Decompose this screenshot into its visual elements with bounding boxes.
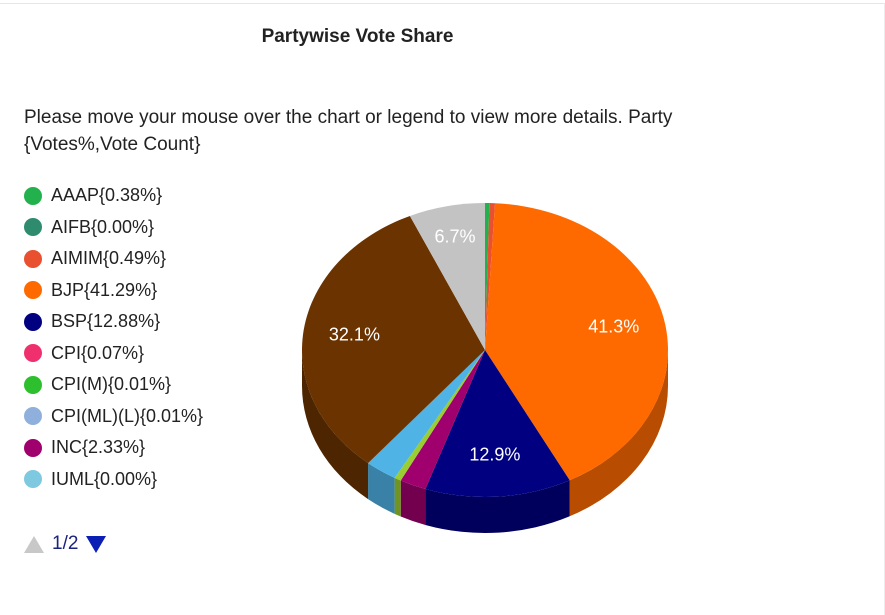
legend-label: CPI(M){0.01%} <box>51 374 172 395</box>
legend-label: CPI(ML)(L){0.01%} <box>51 405 204 426</box>
pager-text: 1/2 <box>52 533 79 554</box>
pie-slice-bjp[interactable] <box>485 203 668 481</box>
legend-label: AIFB{0.00%} <box>51 216 155 237</box>
legend-label: AIMIM{0.49%} <box>51 248 167 269</box>
legend-dot-icon <box>24 218 42 237</box>
legend-label: BJP{41.29%} <box>51 279 158 300</box>
legend-item-iuml[interactable]: IUML{0.00%} <box>24 464 264 496</box>
legend-item-aifb[interactable]: AIFB{0.00%} <box>24 212 264 244</box>
legend-dot-icon <box>24 186 42 205</box>
legend-item-bjp[interactable]: BJP{41.29%} <box>24 275 264 307</box>
pie-side-3 <box>425 480 570 533</box>
legend-item-cpi-m[interactable]: CPI(M){0.01%} <box>24 369 264 401</box>
legend-label: AAAP{0.38%} <box>51 185 163 206</box>
legend-item-aimim[interactable]: AIMIM{0.49%} <box>24 243 264 275</box>
pie-slice-aaap[interactable] <box>485 203 490 350</box>
pie-side-4 <box>400 480 426 525</box>
legend-dot-icon <box>24 407 42 426</box>
legend-item-cpi[interactable]: CPI{0.07%} <box>24 338 264 370</box>
pie-slice-aimim[interactable] <box>485 203 496 350</box>
top-border <box>0 3 885 4</box>
pie-slice-8[interactable] <box>409 203 485 350</box>
triangle-down-icon[interactable] <box>86 535 107 553</box>
legend-label: IUML{0.00%} <box>51 468 158 489</box>
pie-slice-5[interactable] <box>394 350 485 481</box>
chart-instructions: Please move your mouse over the chart or… <box>24 107 673 155</box>
legend-dot-icon <box>24 249 42 268</box>
legend-item-inc[interactable]: INC{2.33%} <box>24 432 264 464</box>
chart-title: Partywise Vote Share <box>261 26 454 47</box>
legend-dot-icon <box>24 375 42 394</box>
legend-item-cpi-ml-l[interactable]: CPI(ML)(L){0.01%} <box>24 401 264 433</box>
legend-item-aaap[interactable]: AAAP{0.38%} <box>24 180 264 212</box>
legend-dot-icon <box>24 312 42 331</box>
pie-data-label: 6.7% <box>435 227 476 247</box>
pie-slice-7[interactable] <box>302 215 485 464</box>
pie-data-labels: 41.3% 12.9% 32.1% 6.7% <box>329 227 639 465</box>
legend-dot-icon <box>24 344 42 363</box>
legend-label: INC{2.33%} <box>51 437 146 458</box>
pie-data-label: 12.9% <box>469 444 520 464</box>
pie-side-5 <box>394 477 401 517</box>
pie-side-2 <box>569 350 668 517</box>
chart-legend: AAAP{0.38%} AIFB{0.00%} AIMIM{0.49%} BJP… <box>24 180 264 495</box>
pie-side-7 <box>302 350 369 500</box>
legend-label: CPI{0.07%} <box>51 342 145 363</box>
pie-slice-6[interactable] <box>368 350 485 478</box>
legend-label: BSP{12.88%} <box>51 311 161 332</box>
pie-data-label: 41.3% <box>588 316 639 336</box>
pie-slices <box>302 203 668 497</box>
pie-slice-bsp[interactable] <box>425 350 570 497</box>
legend-dot-icon <box>24 470 42 489</box>
pie-data-label: 32.1% <box>329 324 380 344</box>
pie-side-walls <box>302 350 668 533</box>
legend-dot-icon <box>24 281 42 300</box>
legend-item-bsp[interactable]: BSP{12.88%} <box>24 306 264 338</box>
legend-pager: 1/2 <box>24 530 107 558</box>
legend-dot-icon <box>24 438 42 457</box>
triangle-up-icon[interactable] <box>24 535 44 553</box>
pie-slice-inc[interactable] <box>400 350 485 489</box>
pie-side-6 <box>368 463 395 514</box>
